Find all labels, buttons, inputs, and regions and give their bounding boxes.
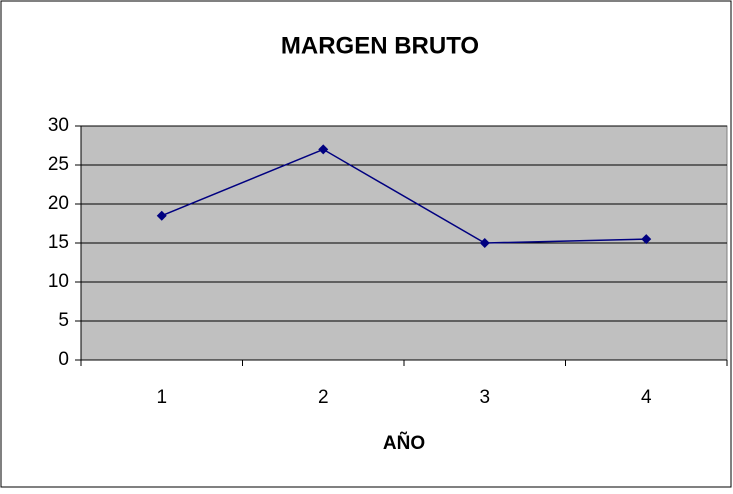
chart-title: MARGEN BRUTO bbox=[281, 32, 479, 59]
x-tick-label: 1 bbox=[156, 387, 167, 408]
x-tick-label: 2 bbox=[318, 387, 329, 408]
y-tick-label: 15 bbox=[48, 232, 69, 253]
point bbox=[318, 144, 329, 155]
series-line bbox=[161, 148, 647, 244]
y-tick-label: 5 bbox=[58, 310, 69, 331]
point bbox=[479, 238, 490, 248]
y-tick-label: 10 bbox=[48, 271, 69, 292]
x-axis-title: AÑO bbox=[383, 432, 425, 454]
point bbox=[156, 210, 167, 221]
y-tick-label: 30 bbox=[48, 115, 69, 136]
x-tick-label: 3 bbox=[479, 387, 490, 408]
y-tick-label: 20 bbox=[48, 193, 69, 214]
y-tick-label: 0 bbox=[58, 349, 69, 370]
point bbox=[641, 234, 652, 245]
x-tick-label: 4 bbox=[641, 387, 652, 408]
y-tick-label: 25 bbox=[48, 154, 69, 175]
